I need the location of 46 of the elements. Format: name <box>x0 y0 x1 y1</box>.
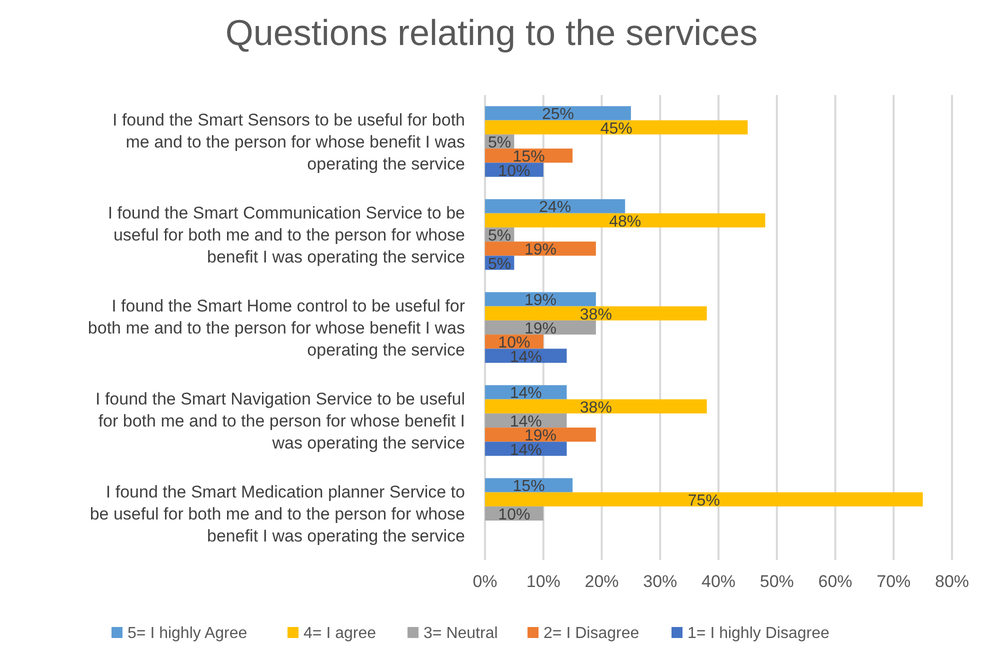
x-tick-label: 50% <box>760 572 794 591</box>
y-tick-label: I found the Smart Sensors to be useful for both me and to the person for whose benefit I was operating the service <box>112 110 465 174</box>
x-tick-label: 40% <box>701 572 736 591</box>
x-tick-label: 30% <box>643 572 678 591</box>
data-label: 15% <box>512 478 545 496</box>
bar <box>485 492 923 506</box>
x-tick-label: 20% <box>584 572 619 591</box>
y-tick-label: I found the Smart Home control to be useful for both me and to the person for whose benefit I was operating the service <box>88 296 466 360</box>
bar <box>485 120 748 134</box>
x-tick-label: 80% <box>934 572 970 591</box>
data-label: 48% <box>609 213 642 230</box>
y-tick-label: I found the Smart Medication planner Service to be useful for both me and to the person for whose benefit I was operating the service <box>90 482 465 546</box>
data-label: 5% <box>488 228 512 244</box>
data-label: 45% <box>600 120 632 138</box>
data-label: 24% <box>539 199 572 216</box>
data-label: 10% <box>498 506 530 524</box>
bar <box>485 106 631 120</box>
data-label: 19% <box>524 242 556 259</box>
data-label: 19% <box>524 292 556 310</box>
legend-label: 4= I agree <box>304 625 376 642</box>
bar <box>485 199 626 214</box>
data-label: 14% <box>510 414 542 430</box>
legend-label: 5= I highly Agree <box>128 625 248 642</box>
data-label: 38% <box>580 306 612 324</box>
data-label: 38% <box>580 399 612 416</box>
legend-label: 1= I highly Disagree <box>688 625 830 642</box>
bar <box>485 213 766 228</box>
x-tick-label: 10% <box>526 572 560 591</box>
data-label: 25% <box>542 106 574 124</box>
x-tick-label: 0% <box>472 572 498 591</box>
legend-label: 2= I Disagree <box>544 625 640 642</box>
bar <box>485 292 596 306</box>
data-label: 14% <box>510 385 542 402</box>
x-tick-label: 60% <box>818 572 852 591</box>
x-tick-label: 70% <box>876 572 911 591</box>
data-label: 75% <box>688 492 720 510</box>
chart-title: Questions relating to the services <box>225 12 758 53</box>
legend-label: 3= Neutral <box>424 625 498 642</box>
bar <box>485 306 707 320</box>
data-label: 5% <box>488 134 512 152</box>
y-tick-label: I found the Smart Navigation Service to be useful for both me and to the person for whose benefit I was operating the service <box>96 390 465 452</box>
data-label: 19% <box>524 320 556 338</box>
data-label: 5% <box>488 256 512 273</box>
bar <box>485 399 707 414</box>
y-tick-label: I found the Smart Communication Service to be useful for both me and to the person for whose benefit I was operating the service <box>108 204 465 266</box>
bar <box>485 478 573 492</box>
